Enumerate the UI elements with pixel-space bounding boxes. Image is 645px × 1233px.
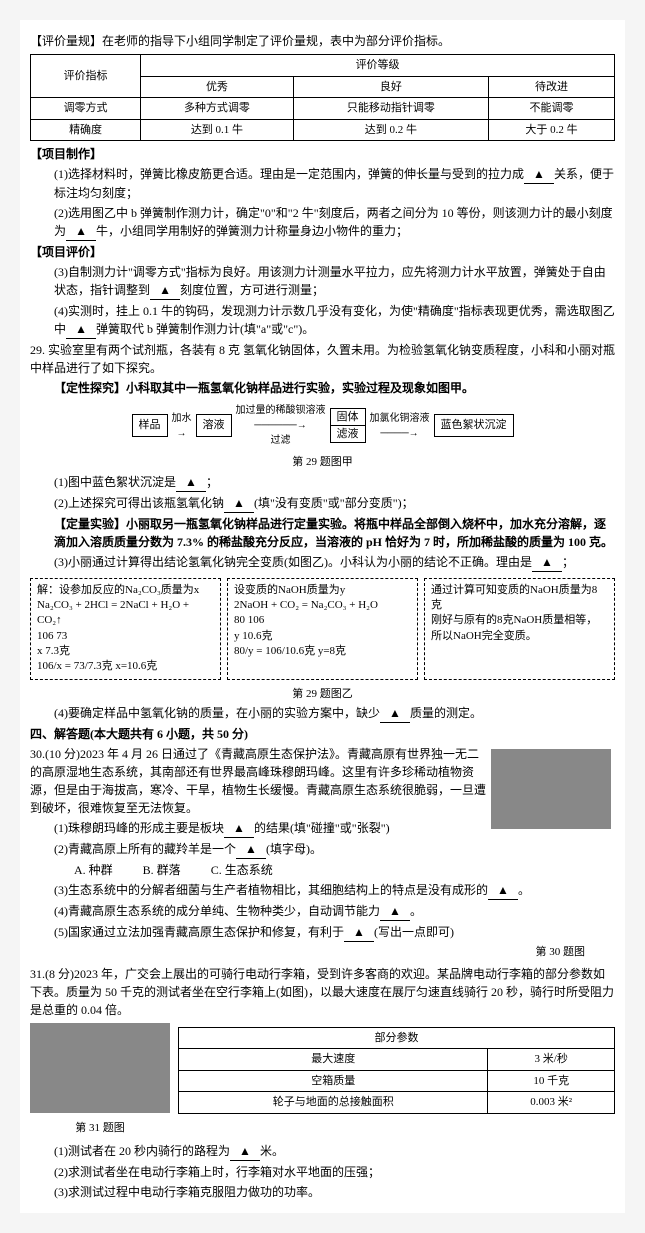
- q29-p3: (3)小丽通过计算得出结论氢氧化钠完全变质(如图乙)。小科认为小丽的结论不正确。…: [30, 553, 615, 572]
- row1-a: 多种方式调零: [141, 98, 294, 120]
- param-r2: 空箱质量: [179, 1070, 488, 1092]
- q29-flowchart: 样品 加水→ 溶液 加过量的稀酸钡溶液──────→过滤 固体 滤液 加氯化铜溶…: [30, 403, 615, 448]
- row1-c: 不能调零: [488, 98, 614, 120]
- row1-b: 只能移动指针调零: [293, 98, 488, 120]
- q30-p2: (2)青藏高原上所有的藏羚羊是一个▲(填字母)。: [30, 840, 615, 859]
- q29-quan-title: 【定量实验】小丽取另一瓶氢氧化钠样品进行定量实验。将瓶中样品全部倒入烧杯中，加水…: [30, 515, 615, 551]
- q29-handwriting: 解：设参加反应的Na₂CO₃质量为x Na₂CO₃ + 2HCl = 2NaCl…: [30, 578, 615, 680]
- flow-filtrate: 滤液: [330, 425, 366, 443]
- q31-p2: (2)求测试者坐在电动行李箱上时，行李箱对水平地面的压强；: [30, 1163, 615, 1181]
- q29-cap1: 第 29 题图甲: [30, 454, 615, 471]
- q31-stem: 31.(8 分)2023 年，广交会上展出的可骑行电动行李箱，受到许多客商的欢迎…: [30, 965, 615, 1019]
- flow-solution: 溶液: [196, 414, 232, 437]
- q30-image: [491, 749, 611, 829]
- q30-options: A. 种群 B. 群落 C. 生态系统: [30, 861, 615, 879]
- hw-box2: 设变质的NaOH质量为y 2NaOH + CO₂ = Na₂CO₃ + H₂O …: [227, 578, 418, 680]
- eval-table: 评价指标 评价等级 优秀 良好 待改进 调零方式 多种方式调零 只能移动指针调零…: [30, 54, 615, 141]
- row1-label: 调零方式: [31, 98, 141, 120]
- pm-q2: (2)选用图乙中 b 弹簧制作测力计，确定"0"和"2 牛"刻度后，两者之间分为…: [30, 204, 615, 241]
- q29-p4: (4)要确定样品中氢氧化钠的质量，在小丽的实验方案中，缺少▲质量的测定。: [30, 704, 615, 723]
- q31-param-table: 部分参数 最大速度 3 米/秒 空箱质量 10 千克 轮子与地面的总接触面积 0…: [178, 1027, 615, 1114]
- q30-p5: (5)国家通过立法加强青藏高原生态保护和修复，有利于▲(写出一点即可): [30, 923, 615, 942]
- q31-p3: (3)求测试过程中电动行李箱克服阻力做功的功率。: [30, 1183, 615, 1201]
- flow-precipitate: 蓝色絮状沉淀: [434, 414, 514, 437]
- pe-q3: (3)自制测力计"调零方式"指标为良好。用该测力计测量水平拉力，应先将测力计水平…: [30, 263, 615, 300]
- q29-p2: (2)上述探究可得出该瓶氢氧化钠▲(填"没有变质"或"部分变质")；: [30, 494, 615, 513]
- q31-p1: (1)测试者在 20 秒内骑行的路程为▲米。: [30, 1142, 615, 1161]
- q29-qual-title: 【定性探究】小科取其中一瓶氢氧化钠样品进行实验，实验过程及现象如图甲。: [30, 379, 615, 397]
- q29-stem: 29. 实验室里有两个试剂瓶，各装有 8 克 氢氧化钠固体，久置未用。为检验氢氧…: [30, 341, 615, 377]
- row2-a: 达到 0.1 牛: [141, 119, 294, 141]
- q31-cap: 第 31 题图: [30, 1120, 170, 1137]
- sec4-title: 四、解答题(本大题共有 6 小题，共 50 分): [30, 725, 615, 743]
- hw-box3: 通过计算可知变质的NaOH质量为8克 刚好与原有的8克NaOH质量相等， 所以N…: [424, 578, 615, 680]
- th-excellent: 优秀: [141, 76, 294, 98]
- param-r1: 最大速度: [179, 1049, 488, 1071]
- param-v1: 3 米/秒: [488, 1049, 615, 1071]
- q30-p3: (3)生态系统中的分解者细菌与生产者植物相比，其细胞结构上的特点是没有成形的▲。: [30, 881, 615, 900]
- th-improve: 待改进: [488, 76, 614, 98]
- row2-c: 大于 0.2 牛: [488, 119, 614, 141]
- row2-b: 达到 0.2 牛: [293, 119, 488, 141]
- q30-p4: (4)青藏高原生态系统的成分单纯、生物种类少，自动调节能力▲。: [30, 902, 615, 921]
- eval-rubric-title: 【评价量规】在老师的指导下小组同学制定了评价量规，表中为部分评价指标。: [30, 32, 615, 50]
- pm-q1: (1)选择材料时，弹簧比橡皮筋更合适。理由是一定范围内，弹簧的伸长量与受到的拉力…: [30, 165, 615, 202]
- flow-sample: 样品: [132, 414, 168, 437]
- q30-cap: 第 30 题图: [30, 944, 615, 961]
- th-indicator: 评价指标: [31, 55, 141, 98]
- flow-solid: 固体: [330, 408, 366, 426]
- opt-a: A. 种群: [74, 861, 113, 879]
- param-title: 部分参数: [179, 1027, 615, 1049]
- param-v2: 10 千克: [488, 1070, 615, 1092]
- q29-p1: (1)图中蓝色絮状沉淀是▲；: [30, 473, 615, 492]
- hw-box1: 解：设参加反应的Na₂CO₃质量为x Na₂CO₃ + 2HCl = 2NaCl…: [30, 578, 221, 680]
- opt-c: C. 生态系统: [211, 861, 273, 879]
- pe-q4: (4)实测时，挂上 0.1 牛的钩码，发现测力计示数几乎没有变化，为使"精确度"…: [30, 302, 615, 339]
- project-eval-title: 【项目评价】: [30, 243, 615, 261]
- row2-label: 精确度: [31, 119, 141, 141]
- q30: 30.(10 分)2023 年 4 月 26 日通过了《青藏高原生态保护法》。青…: [30, 745, 615, 963]
- param-r3: 轮子与地面的总接触面积: [179, 1092, 488, 1114]
- th-good: 良好: [293, 76, 488, 98]
- q31-image: [30, 1023, 170, 1113]
- q29-cap2: 第 29 题图乙: [30, 686, 615, 703]
- th-grade: 评价等级: [141, 55, 615, 77]
- flow-arrow2: 加过量的稀酸钡溶液──────→过滤: [236, 403, 326, 448]
- project-make-title: 【项目制作】: [30, 145, 615, 163]
- flow-arrow3: 加氯化铜溶液────→: [370, 411, 430, 441]
- flow-arrow1: 加水→: [172, 411, 192, 441]
- opt-b: B. 群落: [143, 861, 181, 879]
- param-v3: 0.003 米²: [488, 1092, 615, 1114]
